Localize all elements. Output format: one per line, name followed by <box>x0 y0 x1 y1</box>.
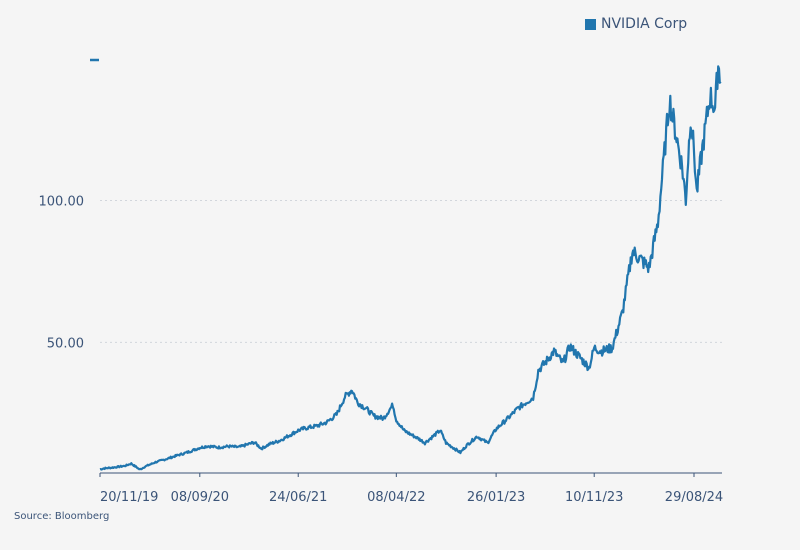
x-tick-label-5: 10/11/23 <box>565 490 623 505</box>
legend: NVIDIA Corp <box>585 16 687 32</box>
legend-swatch <box>585 18 596 30</box>
series-line-nvidia-corp <box>99 65 722 471</box>
x-tick-label-1: 08/09/20 <box>171 490 229 505</box>
legend-label: NVIDIA Corp <box>601 16 688 32</box>
y-tick-label-1: 100.00 <box>39 194 85 209</box>
x-tick-label-4: 26/01/23 <box>467 490 525 505</box>
x-tick-label-0: 20/11/19 <box>100 490 158 505</box>
y-tick-label-0: 50.00 <box>47 336 84 351</box>
source-note: Source: Bloomberg <box>14 511 110 522</box>
x-tick-label-6: 29/08/24 <box>665 490 723 505</box>
x-tick-label-3: 08/04/22 <box>367 490 425 505</box>
x-tick-label-2: 24/06/21 <box>269 490 327 505</box>
